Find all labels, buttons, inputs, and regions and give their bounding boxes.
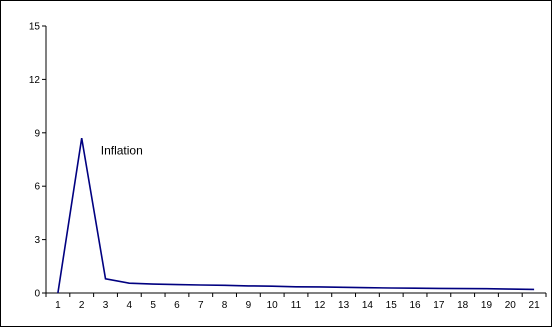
series-line-0	[57, 137, 535, 294]
x-tick-label: 5	[150, 300, 156, 311]
x-tick-label: 17	[433, 300, 445, 311]
x-tick-label: 9	[246, 300, 252, 311]
x-tick-label: 3	[103, 300, 109, 311]
annotation-label: Inflation	[101, 144, 143, 158]
annotation-layer: Inflation	[101, 144, 143, 158]
series-layer	[57, 137, 535, 294]
x-tick-label: 4	[127, 300, 133, 311]
x-tick-label: 18	[457, 300, 469, 311]
y-tick-label: 12	[29, 75, 41, 86]
x-tick-label: 10	[267, 300, 279, 311]
x-tick-label: 16	[409, 300, 421, 311]
x-tick-label: 11	[291, 300, 302, 311]
x-tick-label: 14	[362, 300, 374, 311]
y-tick-label: 3	[34, 235, 40, 246]
x-tick-label: 2	[79, 300, 85, 311]
x-tick-label: 12	[314, 300, 326, 311]
x-tick-label: 19	[481, 300, 493, 311]
y-tick-label: 6	[34, 182, 40, 193]
y-tick-label: 0	[34, 289, 40, 300]
x-tick-label: 7	[198, 300, 204, 311]
x-tick-label: 20	[505, 300, 517, 311]
x-tick-label: 1	[55, 300, 61, 311]
x-tick-label: 15	[386, 300, 398, 311]
x-tick-label: 21	[529, 300, 541, 311]
x-tick-label: 13	[338, 300, 350, 311]
x-tick-label: 8	[222, 300, 228, 311]
y-tick-label: 9	[34, 128, 40, 139]
x-axis: 1 2 3 4 5 6 7 8 9 10 11 12 13 14 15 16 17 18 19 20 21	[45, 292, 547, 311]
y-axis: 0 3 6 9 12 15	[29, 22, 47, 300]
x-tick-label: 6	[174, 300, 180, 311]
y-tick-label: 15	[29, 22, 41, 33]
